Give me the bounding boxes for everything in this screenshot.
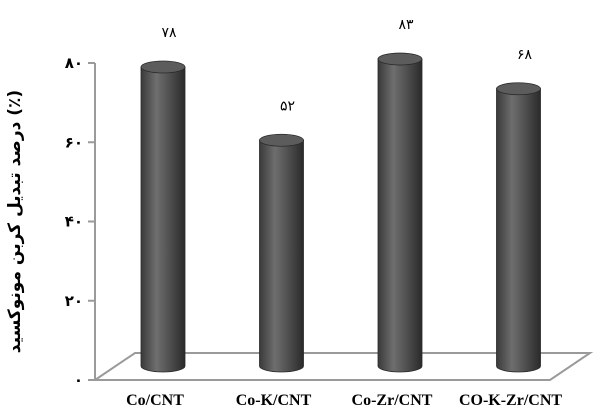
y-tick-label: ۶۰: [65, 133, 83, 151]
bar: [259, 133, 304, 373]
data-label: ۵۲: [280, 98, 295, 114]
bar: [496, 82, 541, 373]
y-tick-label: ۴۰: [65, 213, 83, 231]
y-axis-title: درصد تبدیل کربن مونوکسید (٪): [5, 90, 25, 353]
bar-body: [259, 139, 304, 373]
bar-body: [377, 58, 423, 373]
x-tick-label: Co/CNT: [126, 392, 184, 409]
data-label: ۶۸: [517, 47, 533, 63]
x-tick-label: CO-K-Zr/CNT: [459, 392, 562, 409]
bar: [140, 60, 186, 373]
chart-axes: ۰ ۲۰ ۴۰ ۶۰ ۸۰: [65, 54, 96, 389]
data-label: ۷۸: [161, 25, 177, 41]
bar-top: [496, 82, 541, 96]
bar-top: [259, 133, 304, 147]
bar-top: [377, 52, 423, 66]
bar-top: [140, 60, 186, 74]
floor-plane: [91, 352, 594, 381]
bar-body: [496, 88, 541, 373]
y-tick-label: ۰: [74, 371, 83, 389]
data-label: ۸۳: [398, 17, 414, 33]
chart-labels: درصد تبدیل کربن مونوکسید (٪) ۷۸ Co/CNT ۵۲ Co…: [5, 17, 562, 409]
x-tick-label: Co-Zr/CNT: [352, 392, 433, 409]
y-tick-label: ۲۰: [65, 292, 83, 310]
bar: [377, 52, 423, 373]
x-tick-label: Co-K/CNT: [236, 392, 312, 409]
chart-bars: [140, 52, 541, 373]
y-tick-label: ۸۰: [65, 54, 83, 72]
chart-floor: [91, 352, 594, 381]
bar-body: [140, 66, 186, 373]
